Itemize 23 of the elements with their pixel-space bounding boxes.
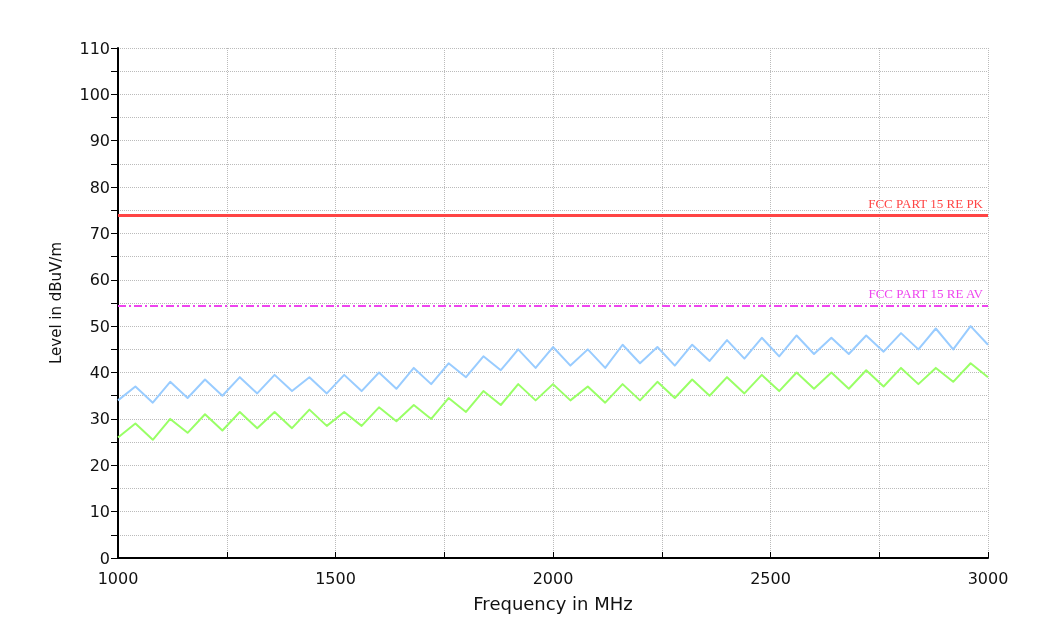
y-tick-label: 10 — [89, 502, 110, 522]
x-axis-title: Frequency in MHz — [473, 592, 633, 614]
x-tick-label: 3000 — [967, 568, 1009, 588]
y-axis-title: Level in dBuV/m — [46, 241, 65, 365]
ref-line-label: FCC PART 15 RE AV — [868, 286, 984, 302]
y-tick-label: 40 — [89, 363, 110, 383]
y-tick-label: 80 — [89, 177, 110, 197]
x-tick-label: 2500 — [750, 568, 791, 588]
y-tick-label: 70 — [89, 223, 110, 243]
x-tick-label: 2000 — [532, 568, 574, 588]
ref-line-label: FCC PART 15 RE PK — [868, 195, 984, 211]
y-tick-label: 100 — [79, 84, 110, 104]
y-tick-label: 30 — [89, 409, 110, 429]
y-tick-label: 50 — [89, 316, 110, 336]
y-tick-label: 60 — [89, 270, 110, 290]
y-tick-label: 20 — [89, 455, 110, 475]
y-tick-label: 90 — [89, 131, 110, 151]
x-tick-label: 1000 — [97, 568, 139, 588]
y-tick-label: 0 — [99, 548, 110, 568]
x-tick-label: 1500 — [315, 568, 356, 588]
line-series — [117, 362, 989, 441]
line-series — [117, 325, 989, 404]
y-tick-label: 110 — [79, 38, 110, 58]
